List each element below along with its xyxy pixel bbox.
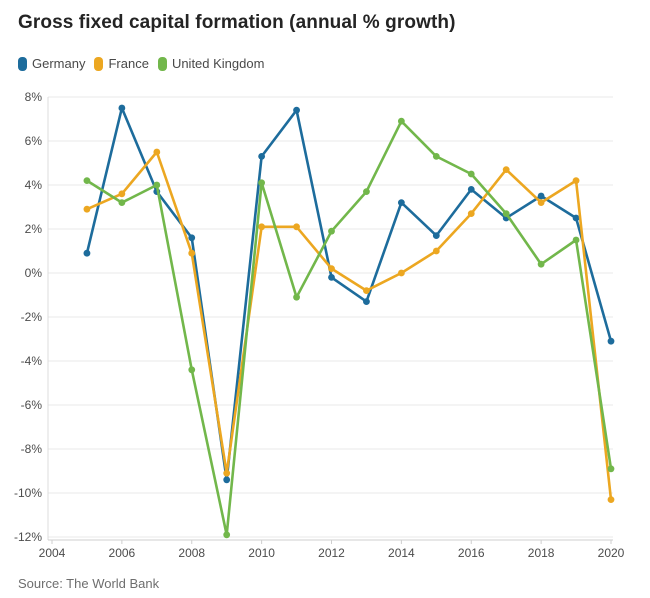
- united-kingdom-color-swatch: [157, 56, 167, 71]
- legend-item-germany: Germany: [18, 56, 85, 71]
- legend-label-france: France: [108, 56, 149, 71]
- legend-label-united-kingdom: United Kingdom: [171, 56, 265, 71]
- svg-text:2012: 2012: [318, 546, 345, 560]
- svg-text:0%: 0%: [25, 266, 43, 280]
- svg-text:2004: 2004: [39, 546, 66, 560]
- svg-text:8%: 8%: [25, 90, 43, 104]
- germany-color-swatch: [18, 56, 27, 71]
- svg-text:4%: 4%: [25, 178, 43, 192]
- svg-text:2020: 2020: [598, 546, 625, 560]
- source-note: Source: The World Bank: [18, 576, 160, 591]
- svg-text:-8%: -8%: [21, 442, 43, 456]
- legend-item-france: France: [94, 56, 149, 71]
- svg-text:2018: 2018: [528, 546, 555, 560]
- line-chart: 8% 6% 4% 2% 0% -2% -4% -6% -8% -10% -12% 2004 2006 20…: [14, 90, 625, 560]
- svg-text:-4%: -4%: [21, 354, 43, 368]
- svg-text:-2%: -2%: [21, 310, 43, 324]
- svg-text:-12%: -12%: [14, 530, 42, 544]
- legend-item-united-kingdom: United Kingdom: [157, 56, 265, 71]
- svg-text:2014: 2014: [388, 546, 415, 560]
- svg-text:-6%: -6%: [21, 398, 43, 412]
- svg-text:2%: 2%: [25, 222, 43, 236]
- france-color-swatch: [94, 56, 104, 71]
- svg-text:2010: 2010: [248, 546, 275, 560]
- legend-label-germany: Germany: [32, 56, 86, 71]
- svg-text:2008: 2008: [178, 546, 205, 560]
- svg-text:-10%: -10%: [14, 486, 42, 500]
- chart-legend: Germany France United Kingdom: [18, 56, 264, 71]
- svg-text:6%: 6%: [25, 134, 43, 148]
- svg-text:2016: 2016: [458, 546, 485, 560]
- page-title: Gross fixed capital formation (annual % …: [18, 12, 456, 33]
- svg-text:2006: 2006: [109, 546, 136, 560]
